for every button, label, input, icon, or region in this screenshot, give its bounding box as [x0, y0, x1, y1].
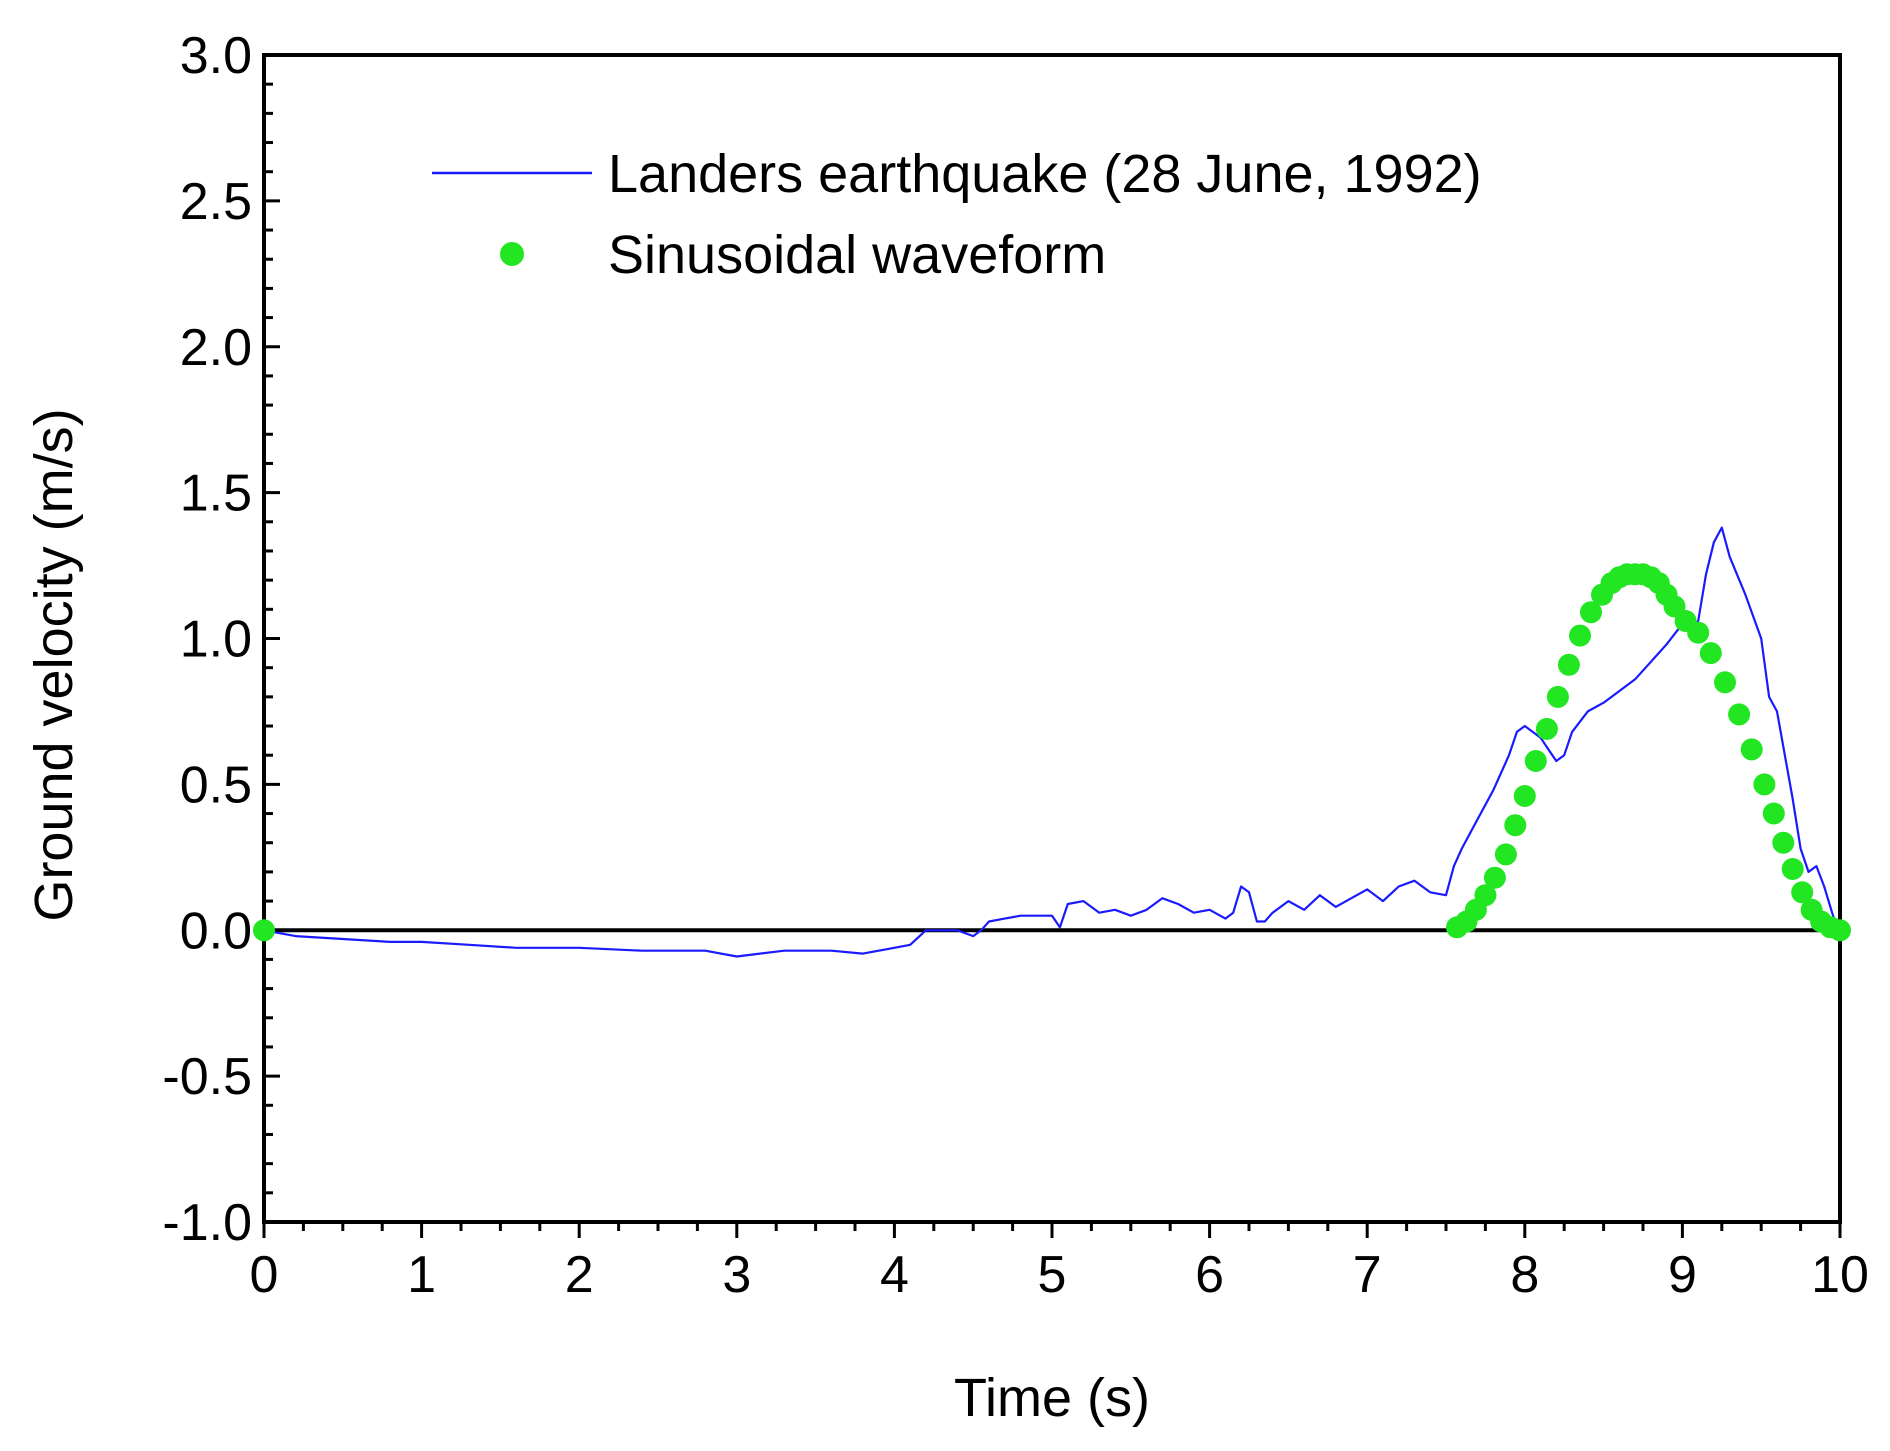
legend-label-sinusoidal: Sinusoidal waveform: [608, 225, 1106, 285]
series-point-sinusoidal: [1699, 642, 1722, 665]
x-axis-label: Time (s): [954, 1368, 1150, 1428]
x-tick-label: 10: [1811, 1246, 1869, 1304]
series-point-sinusoidal: [1513, 785, 1536, 807]
series-point-sinusoidal: [1546, 685, 1569, 708]
series-point-sinusoidal: [1728, 703, 1751, 726]
x-tick-label: 6: [1195, 1246, 1224, 1304]
series-point-sinusoidal: [1524, 750, 1547, 772]
series-layer: [253, 526, 1851, 958]
series-point-sinusoidal: [1504, 814, 1527, 837]
y-tick-label: 0.0: [180, 902, 252, 960]
y-axis: -1.0 -0.5 0.0 0.5 1.0 1.5 2.0 2.5 3.0: [162, 27, 280, 1252]
series-point-sinusoidal: [1740, 738, 1763, 761]
series-point-sinusoidal: [1781, 858, 1804, 880]
x-axis: 0 1 2 3 4 5 6 7 8 9 10: [250, 1222, 1869, 1304]
series-point-sinusoidal: [1557, 653, 1580, 676]
legend-marker-sinusoidal: [500, 242, 524, 266]
series-point-sinusoidal: [253, 919, 275, 942]
series-point-sinusoidal: [1569, 624, 1591, 647]
x-tick-label: 9: [1668, 1246, 1697, 1304]
series-point-sinusoidal: [1791, 881, 1814, 904]
y-tick-label: 0.5: [180, 756, 252, 814]
series-point-sinusoidal: [1580, 601, 1602, 624]
series-point-sinusoidal: [1753, 773, 1776, 796]
x-tick-label: 7: [1353, 1246, 1382, 1304]
legend: Landers earthquake (28 June, 1992) Sinus…: [432, 144, 1482, 285]
series-point-sinusoidal: [1474, 884, 1497, 907]
series-point-sinusoidal: [1483, 866, 1506, 889]
x-tick-label: 4: [880, 1246, 909, 1304]
y-tick-label: 2.5: [180, 173, 252, 231]
y-tick-label: 1.0: [180, 611, 252, 669]
x-tick-label: 1: [407, 1246, 436, 1304]
legend-label-landers: Landers earthquake (28 June, 1992): [608, 144, 1482, 204]
y-tick-label: 3.0: [180, 27, 252, 85]
series-point-sinusoidal: [1535, 717, 1558, 740]
y-axis-label: Ground velocity (m/s): [24, 408, 84, 921]
series-point-sinusoidal: [1829, 919, 1851, 942]
y-tick-label: -1.0: [162, 1194, 252, 1252]
x-tick-label: 0: [250, 1246, 279, 1304]
x-tick-label: 3: [722, 1246, 751, 1304]
series-point-sinusoidal: [1494, 843, 1517, 866]
x-tick-label: 2: [565, 1246, 594, 1304]
series-point-sinusoidal: [1687, 621, 1710, 644]
series-point-sinusoidal: [1762, 802, 1785, 825]
y-tick-label: 2.0: [180, 319, 252, 377]
x-tick-label: 8: [1510, 1246, 1539, 1304]
x-tick-label: 5: [1038, 1246, 1067, 1304]
series-point-sinusoidal: [1714, 671, 1736, 694]
y-tick-label: 1.5: [180, 465, 252, 523]
series-point-sinusoidal: [1772, 831, 1795, 854]
y-tick-label: -0.5: [162, 1048, 252, 1106]
